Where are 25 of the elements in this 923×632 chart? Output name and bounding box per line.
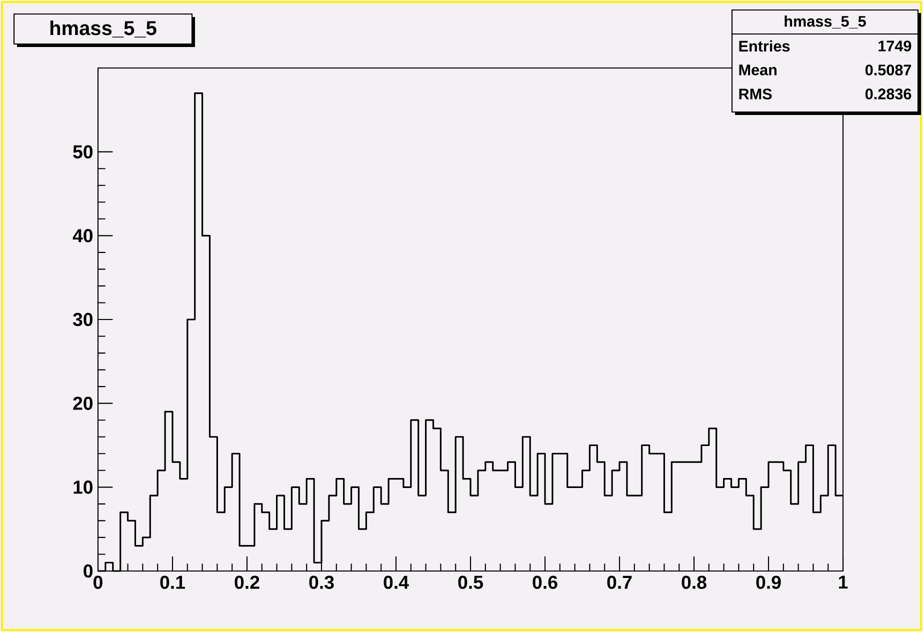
y-tick-label: 30	[72, 312, 93, 326]
y-tick-label: 50	[73, 145, 93, 158]
text: 0.2836	[865, 88, 912, 100]
x-tick-label: 0.9	[756, 576, 781, 589]
y-tick-label: 40	[72, 229, 93, 242]
x-tick-label: 1	[838, 576, 848, 589]
x-tick-label: 0	[94, 576, 102, 589]
x-tick-label: 0.8	[682, 576, 706, 589]
y-tick-label: 20	[73, 396, 93, 410]
text: 0.5087	[865, 64, 912, 76]
y-tick-label: 10	[74, 480, 93, 494]
text: Entries	[739, 40, 790, 52]
x-tick-label: 0.2	[234, 576, 260, 589]
chart-title: hmass_5_5	[50, 20, 156, 38]
x-tick-label: 0.7	[607, 576, 632, 589]
text: 1749	[878, 40, 912, 52]
x-tick-label: 0.6	[532, 576, 558, 589]
x-tick-label: 0.5	[458, 576, 483, 589]
x-tick-label: 0.4	[384, 576, 409, 589]
x-tick-label: 0.3	[309, 576, 334, 589]
x-tick-label: 0.1	[160, 576, 185, 589]
y-tick-label: 0	[84, 564, 93, 578]
text: hmass_5_5	[784, 16, 866, 28]
annotation: Mean	[739, 64, 777, 76]
annotation: RMS	[739, 88, 772, 100]
